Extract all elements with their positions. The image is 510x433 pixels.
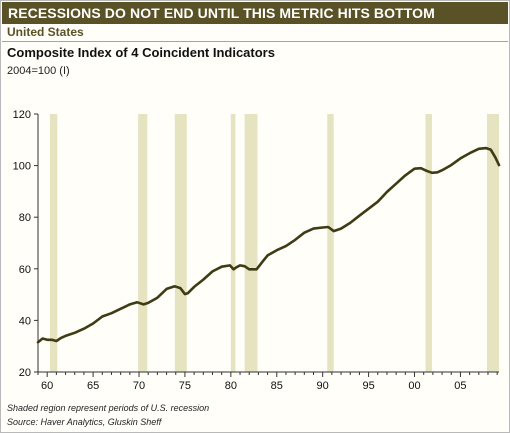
x-tick-label: 95: [362, 380, 374, 392]
y-tick-label: 60: [19, 264, 31, 276]
x-tick-label: 00: [408, 380, 420, 392]
recession-footnote: Shaded region represent periods of U.S. …: [7, 403, 210, 413]
x-tick-label: 90: [317, 380, 329, 392]
recession-band: [174, 114, 187, 372]
series-line: [36, 146, 501, 344]
recession-band: [138, 114, 148, 372]
title-banner: RECESSIONS DO NOT END UNTIL THIS METRIC …: [2, 2, 508, 24]
region-title: United States: [7, 25, 84, 39]
recession-shading: [49, 114, 499, 372]
chart-axes: [34, 113, 499, 377]
chart-title: Composite Index of 4 Coincident Indicato…: [7, 45, 275, 60]
y-tick-label: 120: [13, 109, 31, 121]
recession-band: [230, 114, 236, 372]
x-tick-label: 65: [87, 380, 99, 392]
x-tick-label: 05: [454, 380, 466, 392]
header-divider: [2, 41, 508, 42]
y-tick-label: 100: [13, 161, 31, 173]
x-tick-label: 70: [133, 380, 145, 392]
y-tick-label: 40: [19, 315, 31, 327]
x-tick-label: 85: [271, 380, 283, 392]
line-chart: 20 40 60 80 100 120 60 65 70 75 80 85 90 95 00 05: [13, 109, 501, 392]
x-tick-label: 60: [41, 380, 53, 392]
recession-band: [244, 114, 258, 372]
y-tick-label: 80: [19, 212, 31, 224]
y-tick-label: 20: [19, 367, 31, 379]
x-tick-label: 80: [225, 380, 237, 392]
chart-subtitle: 2004=100 (I): [7, 65, 70, 77]
recession-band: [487, 114, 499, 372]
x-tick-label: 75: [179, 380, 191, 392]
tick-labels: 20 40 60 80 100 120 60 65 70 75 80 85 90 95 00 05: [13, 109, 467, 392]
recession-band: [49, 114, 58, 372]
recession-band: [425, 114, 432, 372]
recession-band: [327, 114, 334, 372]
banner-title: RECESSIONS DO NOT END UNTIL THIS METRIC …: [8, 5, 435, 21]
series-layer: [36, 146, 501, 344]
source-footnote: Source: Haver Analytics, Gluskin Sheff: [7, 417, 162, 427]
